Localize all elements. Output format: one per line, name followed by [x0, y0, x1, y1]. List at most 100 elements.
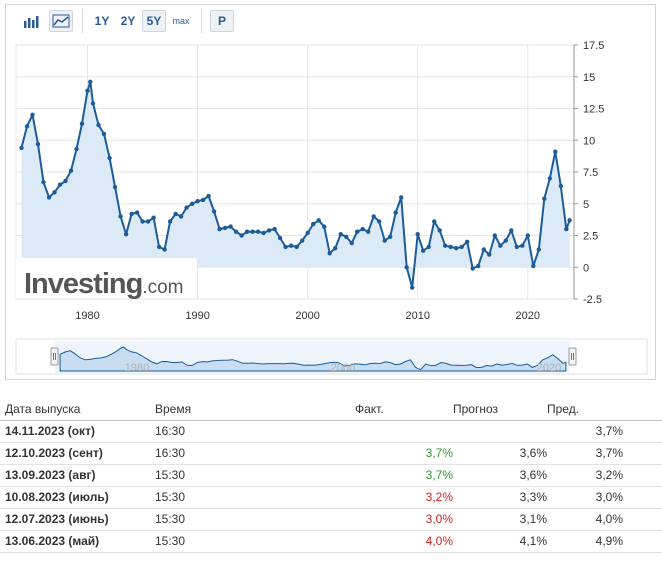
cell-actual: 3,2%	[355, 486, 453, 509]
cell-forecast: 4,1%	[453, 530, 547, 553]
data-point	[184, 205, 189, 210]
y-tick-label: 2.5	[583, 231, 598, 243]
cell-actual	[355, 420, 453, 443]
cell-actual: 3,7%	[355, 464, 453, 487]
data-point	[167, 219, 173, 224]
data-point	[107, 155, 112, 161]
data-point	[470, 266, 475, 271]
range-1y-button[interactable]: 1Y	[94, 14, 110, 28]
data-point	[41, 180, 46, 185]
cell-forecast: 3,6%	[453, 464, 547, 487]
watermark-background	[16, 258, 197, 298]
data-point	[567, 218, 572, 223]
cell-spacer	[623, 508, 662, 531]
data-point	[509, 228, 514, 233]
data-point	[349, 240, 354, 246]
x-tick-label: 1980	[75, 310, 99, 322]
investing-logo: Investing.com	[24, 268, 184, 300]
data-point	[542, 196, 547, 201]
data-point	[536, 247, 541, 252]
data-point	[79, 121, 85, 126]
data-point	[344, 234, 349, 239]
data-point	[68, 168, 74, 173]
table-row: 10.08.2023 (июль) 15:30 3,2% 3,3% 3,0%	[0, 486, 662, 509]
data-point	[250, 229, 255, 234]
data-point	[525, 233, 530, 238]
data-point	[316, 218, 321, 223]
navigator-label-2020: 2020	[537, 362, 561, 374]
data-point	[300, 238, 305, 243]
navigator-right-handle[interactable]	[568, 347, 577, 366]
range-max-button[interactable]: max	[172, 16, 190, 26]
data-point	[123, 232, 129, 237]
cell-time: 15:30	[155, 508, 355, 531]
cell-time: 15:30	[155, 486, 355, 509]
data-point	[393, 210, 398, 215]
data-point	[404, 265, 409, 270]
data-point	[294, 244, 299, 250]
cell-previous: 3,0%	[547, 486, 623, 509]
data-point	[547, 176, 552, 181]
x-tick-label: 2010	[405, 310, 429, 322]
navigator-left-handle[interactable]	[50, 347, 59, 366]
x-tick-label: 2000	[295, 310, 319, 322]
data-point	[118, 214, 123, 219]
data-point	[151, 215, 156, 220]
range-2y-button[interactable]: 2Y	[120, 14, 136, 28]
data-point	[465, 239, 470, 244]
chart-toolbar: 1Y 2Y 5Y max P	[6, 5, 655, 35]
data-point	[173, 211, 178, 217]
range-navigator[interactable]: 1980 2000 2020	[15, 338, 648, 375]
cell-spacer	[623, 530, 662, 553]
data-point	[24, 124, 30, 129]
cell-actual: 4,0%	[355, 530, 453, 553]
data-point	[371, 214, 376, 219]
data-point	[195, 199, 200, 204]
header-release-date[interactable]: Дата выпуска	[0, 398, 155, 421]
logo-brand: Investing	[24, 268, 142, 300]
data-point	[288, 243, 294, 248]
series-line	[20, 80, 571, 289]
cell-time: 16:30	[155, 442, 355, 465]
data-point	[305, 230, 310, 236]
data-point	[355, 229, 360, 234]
line-chart-icon[interactable]	[49, 10, 73, 32]
data-point	[498, 243, 503, 248]
data-point	[277, 235, 283, 241]
data-point	[553, 149, 558, 154]
data-point	[200, 197, 206, 203]
data-point	[333, 246, 338, 251]
header-actual[interactable]: Факт.	[355, 398, 453, 421]
data-point	[239, 233, 244, 238]
data-point	[476, 263, 481, 269]
data-point	[46, 195, 52, 200]
cell-previous: 4,9%	[547, 530, 623, 553]
data-point	[189, 201, 195, 206]
data-point	[217, 226, 222, 232]
data-point	[338, 232, 343, 237]
toolbar-separator	[82, 9, 83, 33]
range-5y-button[interactable]: 5Y	[142, 10, 166, 32]
data-point	[112, 185, 118, 190]
bar-chart-icon[interactable]	[21, 10, 43, 32]
data-point	[90, 101, 96, 106]
navigator-label-2000: 2000	[331, 362, 355, 374]
cell-previous: 3,7%	[547, 442, 623, 465]
p-button[interactable]: P	[210, 10, 234, 32]
line-chart-glyph	[52, 14, 70, 28]
table-body: 14.11.2023 (окт) 16:30 3,7% 12.10.2023 (…	[0, 420, 662, 553]
cell-spacer	[623, 442, 662, 465]
y-axis: 17.5 15 12.5 10 7.5 5 2.5 0 -2.5	[573, 40, 604, 306]
navigator-series	[59, 346, 567, 372]
header-time[interactable]: Время	[155, 398, 355, 421]
data-point	[63, 178, 68, 184]
data-point	[415, 232, 420, 237]
header-forecast[interactable]: Прогноз	[453, 398, 547, 421]
data-point	[88, 79, 93, 85]
data-point	[283, 244, 288, 250]
y-tick-label: -2.5	[583, 294, 602, 306]
header-previous[interactable]: Пред.	[547, 398, 623, 421]
data-point	[459, 244, 464, 250]
cell-previous: 4,0%	[547, 508, 623, 531]
cell-time: 16:30	[155, 420, 355, 443]
